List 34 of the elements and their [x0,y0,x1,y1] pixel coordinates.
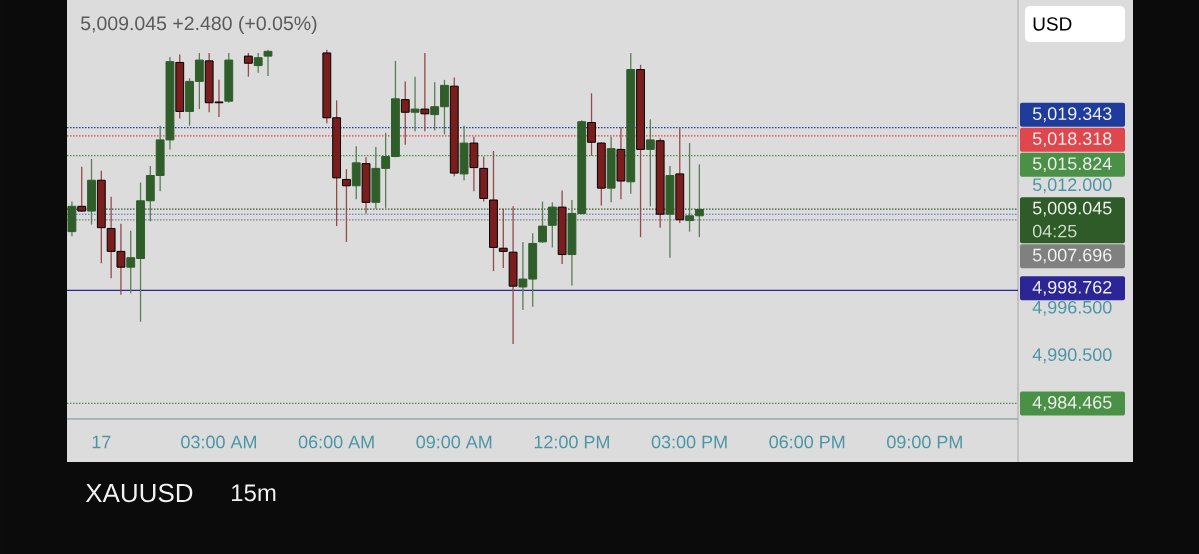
text: USD [1033,17,1072,31]
x-tick-label: 03:00 PM [651,435,727,449]
ref-line-label: 5,009.045 [1032,201,1112,217]
x-tick-label: 06:00 PM [769,435,845,449]
ref-line-label: 4,984.465 [1032,396,1112,411]
x-tick-label: 06:00 AM [298,435,374,449]
x-tick-label: 09:00 AM [416,435,492,449]
candlestick [77,166,87,213]
candlestick [263,49,273,77]
candlestick [342,168,351,243]
candlestick [351,145,361,200]
ref-line-label: 5,007.696 [1032,248,1112,264]
y-tick-label: 4,996.500 [1032,300,1112,316]
ref-line-label: 4,998.762 [1032,280,1112,296]
candlestick [420,52,430,132]
ref-line-label: 5,018.318 [1032,132,1112,148]
text: 15m [232,484,276,502]
candlestick [498,208,508,269]
ref-line-label: 5,015.824 [1032,157,1112,173]
x-tick-label: 12:00 PM [534,435,609,449]
x-tick-label: 17 [92,435,111,449]
candlestick [243,52,253,78]
y-tick-label: 5,012.000 [1032,178,1112,194]
candlestick [253,52,263,74]
x-tick-label: 03:00 AM [181,435,256,449]
annotation: 5,009.045 +2.480 (+0.05%) [80,15,317,35]
candlestick [645,118,655,207]
candlestick [400,80,410,146]
x-tick-label: 09:00 PM [887,435,962,449]
ref-line-label: 5,019.343 [1032,107,1112,123]
y-tick-label: 4,990.500 [1032,348,1112,364]
candlestick [410,76,420,132]
text: 04:25 [1032,224,1077,238]
text: XAUUSD [85,483,193,503]
